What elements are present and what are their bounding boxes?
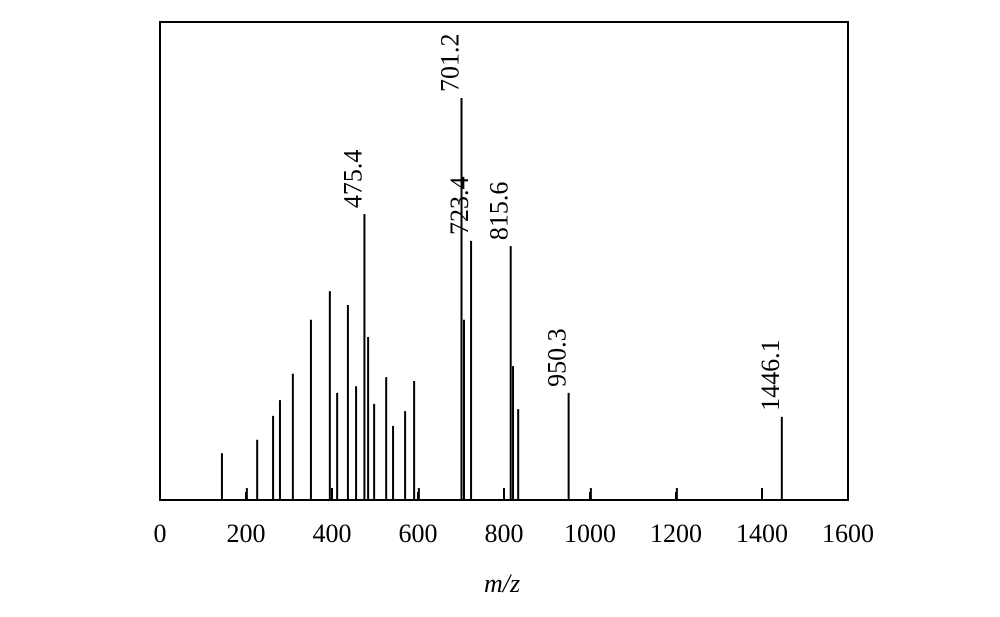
x-axis-label: m/z [484, 569, 520, 598]
x-tick-label: 1200 [650, 519, 702, 548]
x-tick-label: 400 [313, 519, 352, 548]
peak-label: 1446.1 [756, 339, 785, 411]
x-tick-label: 1600 [822, 519, 874, 548]
peak-label: 815.6 [485, 182, 514, 241]
x-tick-label: 800 [485, 519, 524, 548]
x-tick-label: 600 [399, 519, 438, 548]
x-tick-label: 1000 [564, 519, 616, 548]
x-tick-label: 0 [154, 519, 167, 548]
peak-label: 723.4 [445, 176, 474, 235]
plot-frame [159, 21, 849, 501]
peak-label: 701.2 [436, 34, 465, 93]
x-tick-label: 1400 [736, 519, 788, 548]
x-tick-label: 200 [227, 519, 266, 548]
peak-label: 950.3 [543, 328, 572, 387]
peak-label: 475.4 [338, 150, 367, 209]
